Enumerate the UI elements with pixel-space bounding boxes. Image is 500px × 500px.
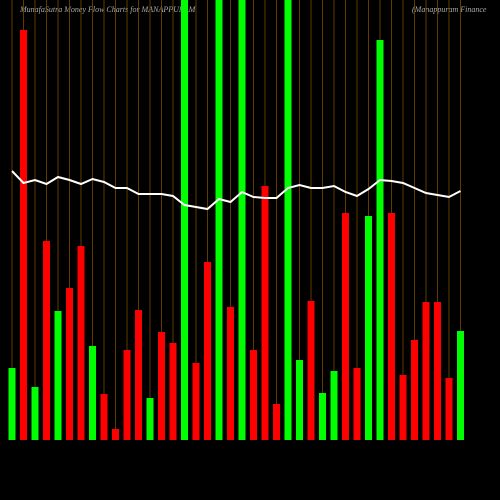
money-flow-line — [11, 170, 461, 211]
bar — [215, 0, 223, 440]
bar — [66, 288, 73, 440]
bar — [192, 363, 200, 440]
bar — [250, 350, 257, 440]
bar — [445, 378, 453, 440]
bar — [20, 30, 27, 440]
bar — [238, 0, 246, 440]
bar — [158, 332, 165, 440]
bar — [123, 350, 131, 440]
bar — [89, 346, 96, 440]
bar — [365, 216, 372, 440]
bar — [54, 311, 62, 440]
bar — [8, 368, 16, 440]
chart-title: MunafaSutra Money Flow Charts for MANAPP… — [19, 5, 197, 14]
bar — [388, 213, 395, 440]
bar — [169, 343, 177, 440]
bar — [31, 387, 39, 440]
bar — [330, 371, 338, 440]
bar — [307, 301, 315, 440]
bar — [135, 310, 142, 440]
bar — [434, 302, 441, 440]
bar — [399, 375, 407, 440]
bar — [227, 307, 234, 440]
bar — [204, 262, 211, 440]
bar — [181, 0, 188, 440]
bar — [273, 404, 280, 440]
bar — [342, 213, 349, 440]
bar — [457, 331, 464, 440]
bar — [77, 246, 85, 440]
bar — [43, 241, 50, 440]
bar — [261, 186, 269, 440]
bar — [376, 40, 384, 440]
bar — [411, 340, 418, 440]
bar — [112, 429, 119, 440]
chart-subtitle: (Manappuram Finance — [412, 5, 487, 14]
bar — [353, 368, 361, 440]
bar — [296, 360, 303, 440]
bar — [422, 302, 430, 440]
bar — [319, 393, 326, 440]
bar — [146, 398, 154, 440]
bar — [284, 0, 292, 440]
bar — [100, 394, 108, 440]
